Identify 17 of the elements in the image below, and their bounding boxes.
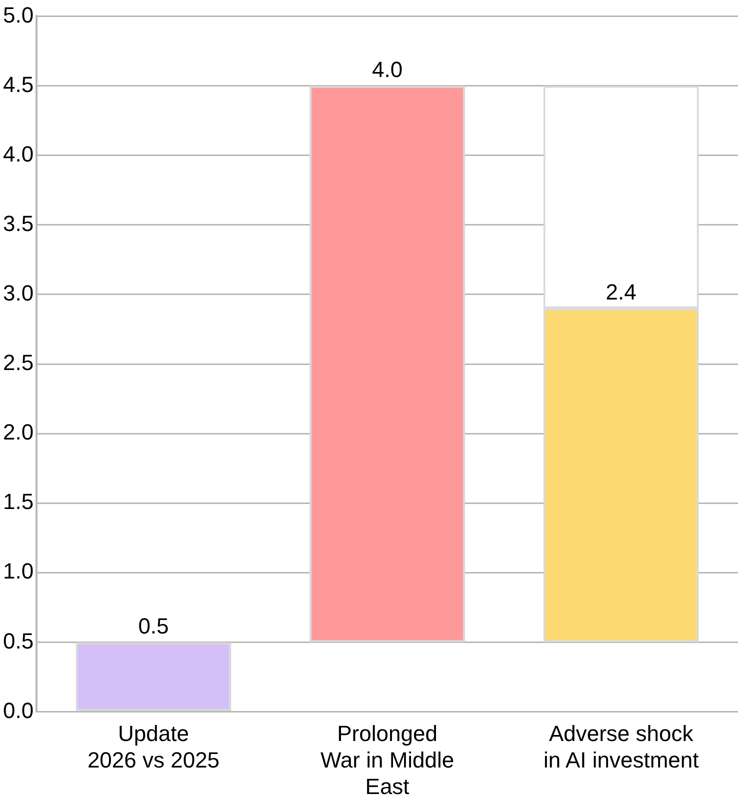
data-label: 4.0 xyxy=(372,56,403,82)
y-tick-label: 4.0 xyxy=(2,141,34,166)
y-tick-label: 2.5 xyxy=(2,350,34,376)
data-label: 0.5 xyxy=(138,613,169,638)
y-tick-label: 4.5 xyxy=(2,72,34,97)
y-tick-label: 0.5 xyxy=(2,628,34,654)
y-tick-label: 3.5 xyxy=(2,210,34,236)
y-tick-label: 5.0 xyxy=(2,2,34,28)
x-tick-label: Update 2026 vs 2025 xyxy=(87,721,220,772)
y-tick-label: 2.0 xyxy=(2,420,34,445)
y-tick-label: 0.0 xyxy=(2,698,34,723)
x-tick-label: Adverse shock in AI investment xyxy=(543,721,699,772)
y-tick-label: 3.0 xyxy=(2,280,34,306)
data-label: 2.4 xyxy=(606,279,636,304)
y-tick-label: 1.5 xyxy=(2,489,34,514)
x-tick-label: Prolonged War in Middle East xyxy=(320,721,454,799)
y-tick-label: 1.0 xyxy=(2,558,34,584)
